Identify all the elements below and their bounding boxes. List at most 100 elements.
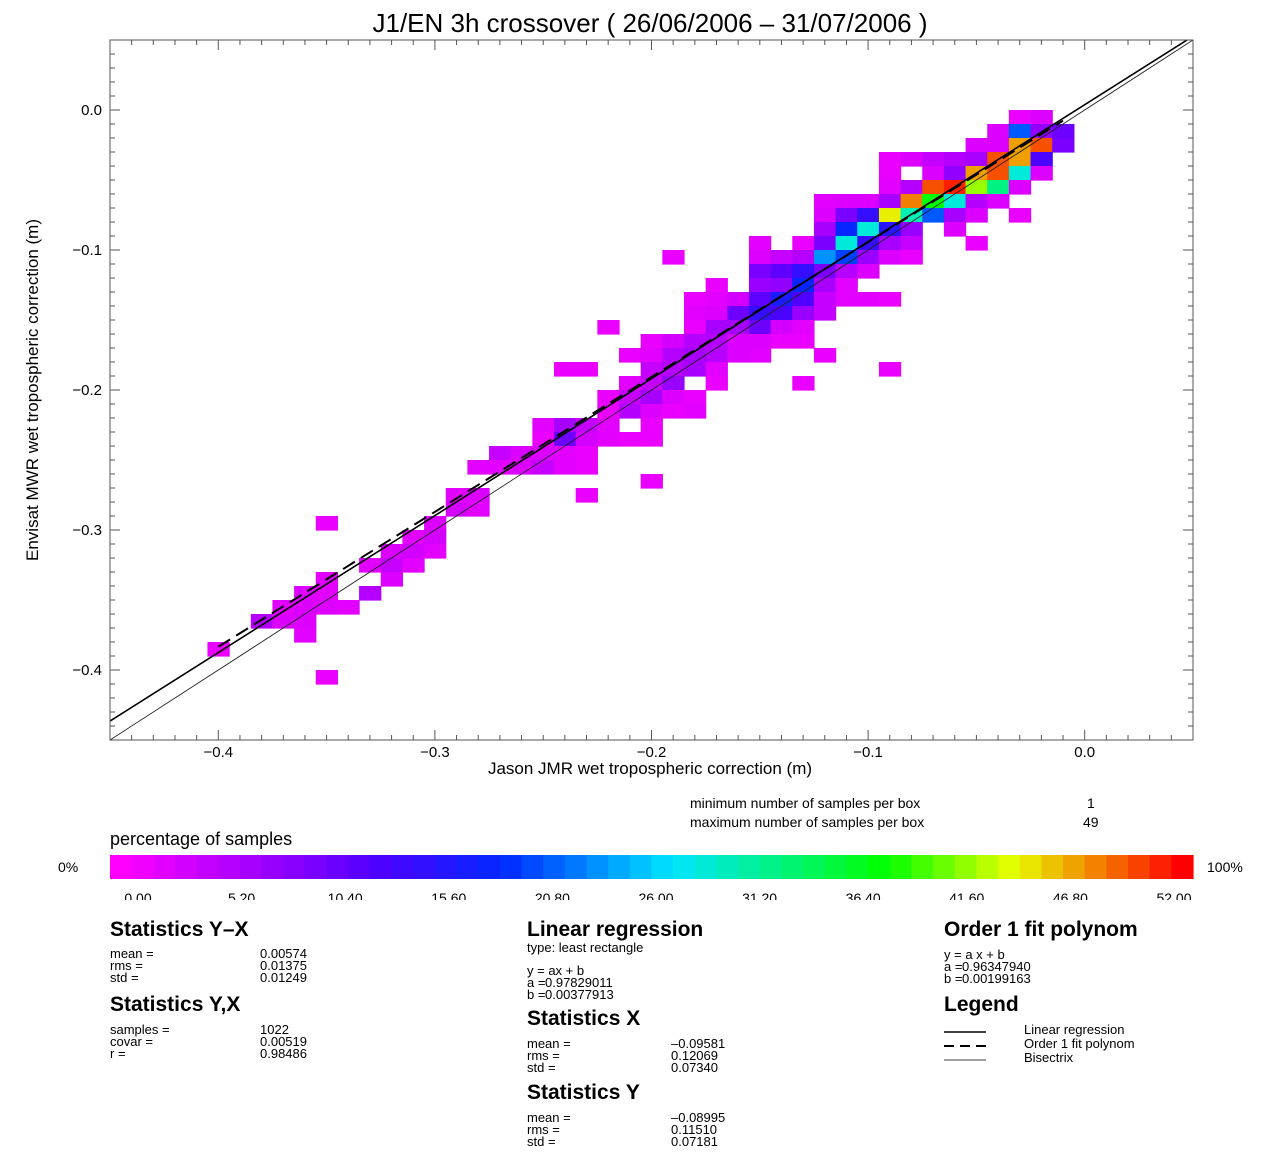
- y-tick-label: −0.3: [72, 522, 102, 539]
- heatmap-bin: [575, 446, 598, 461]
- stat-row: rms = 0.11510: [527, 1123, 827, 1136]
- heatmap-bin: [835, 292, 858, 307]
- colorbar-tick-label: 31.20: [742, 890, 777, 900]
- heatmap-bin: [575, 460, 598, 475]
- heatmap-bin: [705, 278, 728, 293]
- colorbar-cell: [586, 855, 609, 879]
- heatmap-bin: [445, 502, 468, 517]
- heatmap-bin: [402, 530, 425, 545]
- colorbar-tick-label: 41.60: [949, 890, 984, 900]
- heatmap-bin: [792, 250, 815, 265]
- heatmap-bin: [662, 334, 685, 349]
- min-samples-label: minimum number of samples per box: [690, 795, 920, 811]
- heatmap-bin: [705, 348, 728, 363]
- stat-row: b = 0.00377913: [527, 988, 827, 1001]
- stat-row: mean = 0.00574: [110, 947, 370, 960]
- heatmap-bin: [597, 432, 620, 447]
- x-tick-label: −0.1: [853, 744, 883, 761]
- heatmap-bin: [792, 264, 815, 279]
- heatmap-bin: [878, 250, 902, 265]
- heatmap-bin: [770, 278, 793, 293]
- heatmap-bin: [619, 376, 642, 391]
- heatmap-bin: [662, 404, 685, 419]
- heatmap-bin: [987, 180, 1010, 195]
- stats-y-comma-x-title: Statistics Y,X: [110, 993, 241, 1016]
- x-tick-label: −0.4: [203, 744, 233, 761]
- stat-label: a =: [527, 975, 546, 990]
- stat-label: mean =: [527, 1036, 571, 1051]
- heatmap-bin: [727, 334, 750, 349]
- heatmap-bin: [878, 292, 902, 307]
- legend-title: Legend: [944, 993, 1019, 1016]
- heatmap-bin: [1008, 152, 1032, 167]
- heatmap-bin: [943, 166, 967, 181]
- heatmap-bin: [748, 334, 772, 349]
- y-tick-label: 0.0: [81, 102, 102, 119]
- heatmap-bin: [1030, 138, 1053, 153]
- y-tick-label: −0.4: [72, 662, 102, 679]
- heatmap-bin: [640, 432, 663, 447]
- colorbar-tick-label: 20.80: [535, 890, 570, 900]
- heatmap-bin: [748, 320, 772, 335]
- colorbar-cell: [608, 855, 631, 879]
- colorbar-cell: [1171, 855, 1194, 879]
- heatmap-bin: [878, 180, 902, 195]
- heatmap-bin: [662, 390, 685, 405]
- colorbar-tick-label: 36.40: [846, 890, 881, 900]
- colorbar-cell: [239, 855, 263, 879]
- stat-value: 0.07340: [671, 1060, 718, 1075]
- stat-row: a = 0.96347940: [944, 960, 1244, 973]
- colorbar-tick-label: 15.60: [431, 890, 466, 900]
- heatmap-bin: [575, 488, 598, 503]
- colorbar-cell: [564, 855, 588, 879]
- heatmap-bin: [705, 376, 728, 391]
- heatmap-bin: [1030, 152, 1053, 167]
- stat-label: std =: [527, 1134, 556, 1149]
- stat-value: 0.98486: [260, 1046, 307, 1061]
- heatmap-bin: [813, 264, 837, 279]
- heatmap-bin: [683, 404, 707, 419]
- heatmap-bin: [922, 152, 945, 167]
- heatmap-bin: [857, 236, 880, 251]
- heatmap-bin: [770, 292, 793, 307]
- heatmap-bin: [554, 446, 577, 461]
- stat-row: std = 0.07340: [527, 1060, 827, 1075]
- colorbar-cell: [369, 855, 393, 879]
- colorbar-tick-label: 52.00: [1156, 890, 1191, 900]
- stats-yx-title: Statistics Y–X: [110, 918, 249, 941]
- stat-row: mean = –0.09581: [527, 1036, 827, 1051]
- stat-value: 1022: [260, 1022, 289, 1037]
- bisectrix-line: [110, 40, 1193, 740]
- heatmap-bin: [640, 404, 663, 419]
- heatmap-bin: [315, 670, 339, 685]
- stat-value: 0.00199163: [962, 971, 1031, 986]
- heatmap-bin: [813, 348, 837, 363]
- colorbar-tick-label: 10.40: [328, 890, 363, 900]
- stat-row: a = 0.97829011: [527, 975, 827, 990]
- heatmap-bin: [792, 292, 815, 307]
- heatmap-bin: [662, 348, 685, 363]
- axis-ticks: [109, 39, 1194, 741]
- legend-label: Order 1 fit polynom: [1024, 1036, 1135, 1051]
- x-tick-label: −0.3: [420, 744, 450, 761]
- colorbar-cell: [218, 855, 241, 879]
- heatmap-bin: [965, 152, 988, 167]
- stat-row: std = 0.01249: [110, 971, 370, 984]
- colorbar-cell: [304, 855, 328, 879]
- stat-value: 0.12069: [671, 1048, 718, 1063]
- heatmap-bin: [424, 544, 447, 559]
- stats-yx-block: Statistics Y–X mean = 0.00574 rms = 0.01375…: [110, 918, 370, 985]
- heatmap-bin: [640, 390, 663, 405]
- heatmap-bin: [1052, 124, 1075, 139]
- colorbar-cell: [413, 855, 436, 879]
- heatmap-bin: [467, 502, 490, 517]
- heatmap-bin: [532, 446, 555, 461]
- stats-y-block: Statistics Y mean = –0.08995 rms = 0.11510 s…: [527, 1082, 827, 1149]
- heatmap-bin: [554, 362, 577, 377]
- heatmap-bin: [965, 138, 988, 153]
- heatmap-bin: [380, 558, 404, 573]
- heatmap-bin: [250, 614, 274, 629]
- heatmap-bin: [857, 250, 880, 265]
- colorbar-cell: [694, 855, 718, 879]
- heatmap-bin: [727, 348, 750, 363]
